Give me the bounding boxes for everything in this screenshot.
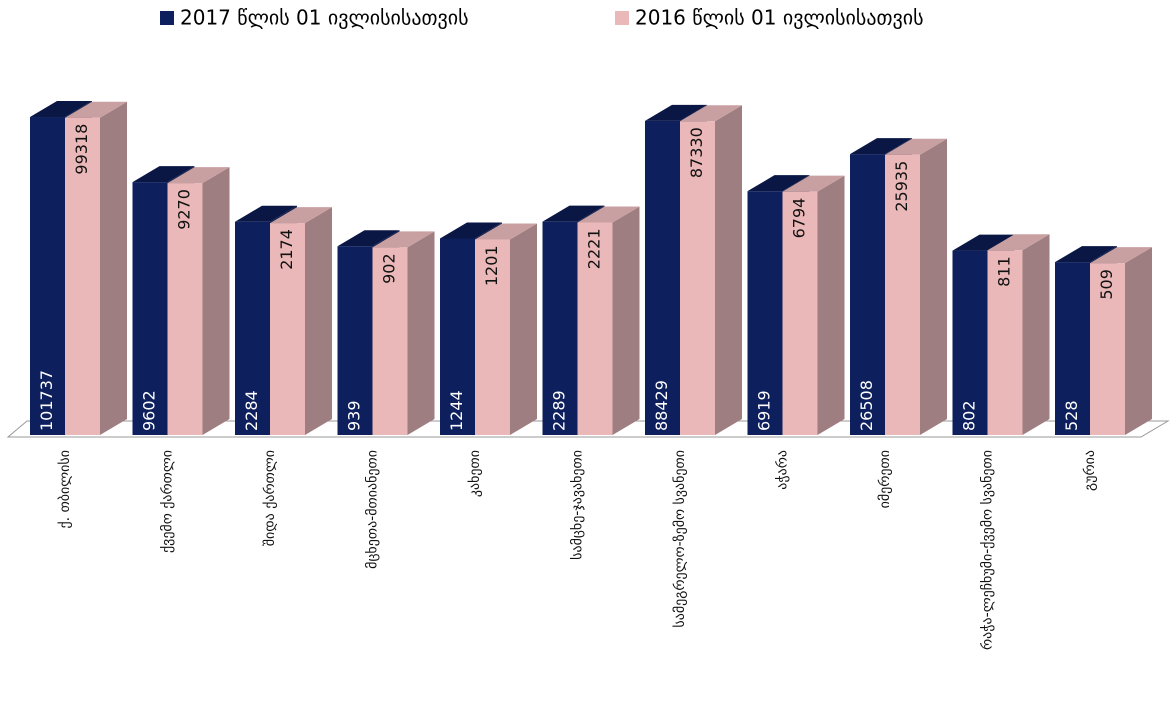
value-label: 1244 — [447, 390, 466, 431]
bar-top — [850, 138, 912, 155]
bar — [235, 221, 270, 435]
value-label: 101737 — [37, 370, 56, 431]
bar-top — [680, 105, 742, 122]
bar-top — [235, 205, 297, 222]
value-label: 87330 — [687, 127, 706, 178]
bar-top — [542, 205, 605, 222]
value-label: 811 — [995, 256, 1014, 287]
bar — [167, 183, 203, 435]
value-label: 6794 — [790, 198, 809, 239]
bar-top — [782, 175, 845, 192]
value-label: 6919 — [755, 390, 774, 431]
x-tick-label: მცხეთა-მთიანეთი — [365, 450, 381, 569]
bar-side — [407, 231, 435, 435]
bar — [987, 250, 1023, 435]
bar — [440, 238, 475, 435]
value-label: 9602 — [140, 390, 159, 431]
x-tick-label: სამცხე-ჯავახეთი — [570, 450, 586, 560]
bar — [645, 120, 680, 435]
bar-side — [100, 101, 127, 435]
x-tick-label: შიდა ქართლი — [261, 450, 278, 546]
value-label: 9270 — [175, 189, 194, 230]
bar — [680, 121, 715, 436]
bar-top — [65, 101, 127, 118]
value-label: 509 — [1097, 269, 1116, 300]
bar — [30, 117, 65, 435]
legend-swatch — [160, 11, 174, 25]
bar-top — [747, 175, 810, 192]
bar-side — [1125, 247, 1152, 435]
value-label: 802 — [960, 400, 979, 431]
bar — [337, 246, 373, 435]
value-label: 902 — [380, 253, 399, 284]
bar-side — [920, 138, 947, 436]
value-label: 88429 — [652, 380, 671, 431]
bar — [1090, 263, 1125, 435]
bar-side — [305, 207, 332, 435]
legend-label: 2016 წლის 01 ივლისისათვის — [635, 6, 924, 30]
bar — [475, 239, 510, 435]
x-tick-label: კახეთი — [467, 450, 483, 497]
x-tick-label: იმერეთი — [876, 450, 893, 508]
bar-top — [132, 166, 195, 183]
bar-side — [510, 223, 537, 435]
bar-top — [30, 101, 92, 118]
bar — [270, 223, 305, 435]
bar-side — [715, 105, 742, 436]
bar — [542, 221, 578, 435]
bar-top — [337, 230, 400, 247]
value-label: 939 — [345, 400, 364, 431]
bar-top — [987, 234, 1050, 251]
bar — [372, 247, 408, 435]
bar-top — [475, 223, 537, 240]
x-tick-label: რაჭა-ლეჩხუმი-ქვემო სვანეთი — [979, 450, 996, 650]
x-tick-label: ქვემო ქართლი — [159, 450, 176, 553]
legend-swatch — [615, 11, 629, 25]
bar — [850, 154, 885, 435]
value-label: 99318 — [72, 124, 91, 175]
bar — [65, 117, 100, 435]
bar — [1055, 262, 1090, 435]
bar — [885, 154, 920, 436]
x-tick-label: გურია — [1081, 450, 1098, 491]
bar — [747, 191, 783, 435]
legend-label: 2017 წლის 01 ივლისისათვის — [180, 6, 469, 30]
value-label: 2221 — [585, 228, 604, 269]
bar-top — [885, 138, 947, 155]
bar-top — [372, 231, 435, 248]
value-label: 528 — [1062, 400, 1081, 431]
bar-side — [612, 206, 640, 435]
value-label: 2289 — [550, 390, 569, 431]
bar-top — [167, 167, 230, 184]
value-label: 1201 — [482, 245, 501, 286]
bar-side — [817, 175, 845, 435]
bar-top — [952, 234, 1015, 251]
bar-top — [440, 222, 502, 239]
bar — [132, 182, 168, 435]
x-tick-label: სამეგრელო-ზემო სვანეთი — [671, 450, 688, 628]
value-label: 26508 — [857, 380, 876, 431]
bar-top — [577, 206, 640, 223]
bar-side — [1022, 234, 1050, 435]
bar-top — [1055, 246, 1117, 263]
bar — [952, 250, 988, 435]
value-label: 2284 — [242, 390, 261, 431]
x-tick-label: აჭარა — [774, 450, 791, 490]
bar-top — [270, 207, 332, 224]
value-label: 25935 — [892, 161, 911, 212]
bar-top — [645, 104, 707, 121]
bar — [577, 222, 613, 435]
bar-top — [1090, 247, 1152, 264]
bar-side — [202, 167, 230, 435]
x-tick-label: ქ. თბილისი — [57, 450, 73, 529]
bar — [782, 191, 818, 435]
value-label: 2174 — [277, 229, 296, 270]
